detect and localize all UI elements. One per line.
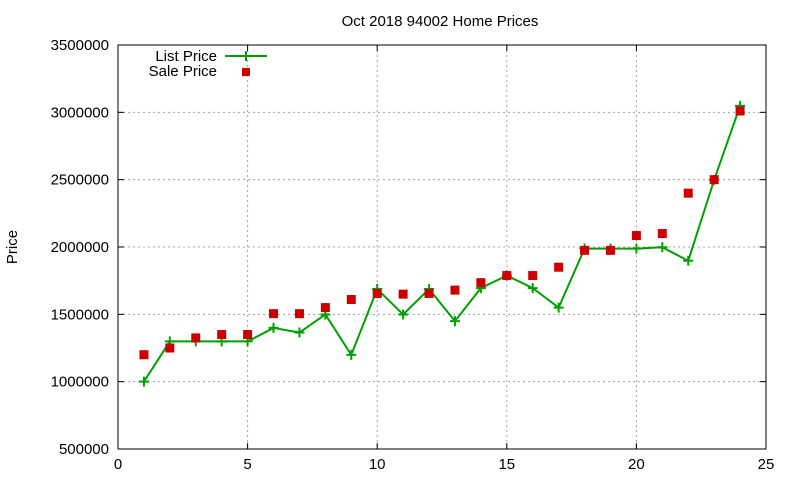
list-price-marker <box>527 283 538 294</box>
sale-price-marker <box>139 350 149 360</box>
y-axis-labels: 500000 1000000 1500000 2000000 2500000 300000… <box>51 37 109 458</box>
sale-price-marker <box>346 295 356 305</box>
y-tick-label: 3500000 <box>51 37 109 54</box>
list-price-marker <box>346 349 357 360</box>
sale-price-marker <box>631 231 641 241</box>
legend-square-icon <box>242 68 250 76</box>
sale-price-marker <box>528 271 538 281</box>
sale-price-marker <box>580 245 590 255</box>
x-tick-label: 0 <box>114 456 122 473</box>
sale-price-marker <box>217 330 227 340</box>
x-tick-label: 20 <box>628 456 645 473</box>
sale-price-marker <box>735 106 745 116</box>
list-price-marker <box>268 322 279 333</box>
grid-lines <box>118 45 766 449</box>
list-price-line <box>143 105 742 383</box>
sale-price-marker <box>554 262 564 272</box>
y-axis-label: Price <box>4 230 21 264</box>
chart-title: Oct 2018 94002 Home Prices <box>342 13 539 30</box>
sale-price-marker <box>605 245 615 255</box>
sale-price-marker <box>502 271 512 281</box>
y-tick-label: 500000 <box>59 441 109 458</box>
y-tick-label: 2500000 <box>51 172 109 189</box>
x-tick-label: 5 <box>243 456 251 473</box>
list-price-marker <box>138 376 149 387</box>
y-tick-label: 1000000 <box>51 374 109 391</box>
list-price-marker <box>398 309 409 320</box>
y-tick-label: 3000000 <box>51 104 109 121</box>
legend-plus-icon <box>241 51 251 61</box>
sale-price-marker <box>398 289 408 299</box>
sale-price-marker <box>372 288 382 298</box>
sale-price-marker <box>424 288 434 298</box>
series-layer <box>138 100 746 387</box>
sale-price-marker <box>320 303 330 313</box>
sale-price-marker <box>709 175 719 185</box>
sale-price-marker <box>165 343 175 353</box>
list-price-marker <box>449 316 460 327</box>
sale-price-marker <box>243 330 253 340</box>
x-axis-labels: 0 5 10 15 20 25 <box>114 456 775 473</box>
sale-price-marker <box>191 333 201 343</box>
sale-price-marker <box>269 309 279 319</box>
legend-label-sale: Sale Price <box>149 63 217 80</box>
list-price-marker <box>294 327 305 338</box>
x-tick-label: 25 <box>758 456 775 473</box>
sale-price-marker <box>294 309 304 319</box>
list-price-marker <box>683 255 694 266</box>
list-price-marker <box>553 302 564 313</box>
list-price-marker <box>657 242 668 253</box>
legend-label-list: List Price <box>155 48 217 65</box>
sale-price-marker <box>657 229 667 239</box>
x-tick-label: 15 <box>498 456 515 473</box>
sale-price-marker <box>450 285 460 295</box>
sale-price-marker <box>683 188 693 198</box>
axis-ticks <box>117 44 767 450</box>
legend: List Price Sale Price <box>149 48 267 80</box>
y-tick-label: 2000000 <box>51 239 109 256</box>
sale-price-marker <box>476 278 486 288</box>
y-tick-label: 1500000 <box>51 306 109 323</box>
x-tick-label: 10 <box>369 456 386 473</box>
list-price-marker <box>631 243 642 254</box>
